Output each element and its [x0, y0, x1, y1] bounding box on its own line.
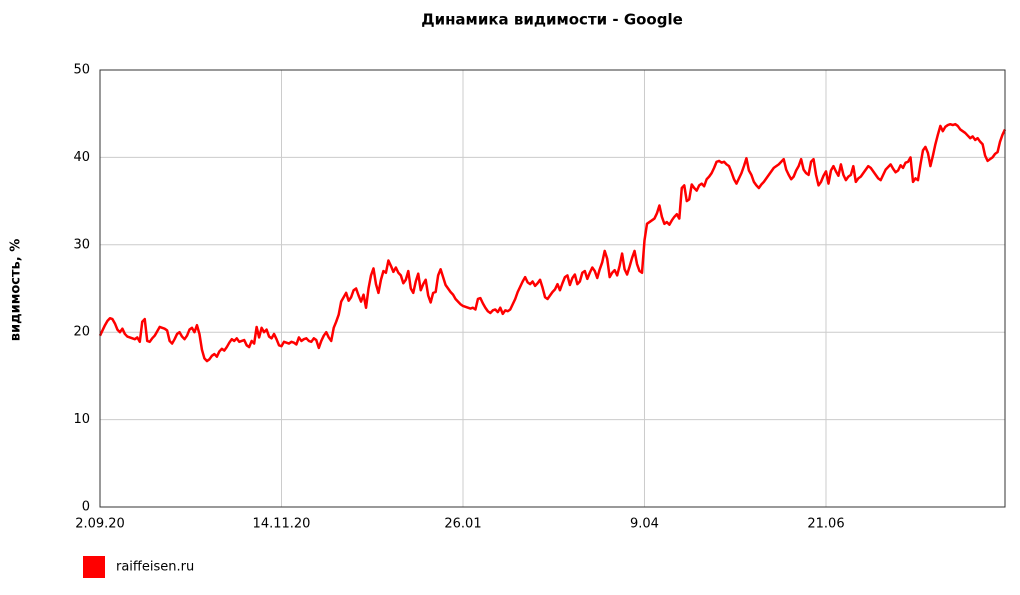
y-tick-label: 0 [82, 500, 90, 515]
x-tick-label: 2.09.20 [75, 517, 125, 532]
y-tick-label: 50 [73, 63, 90, 78]
x-tick-label: 26.01 [444, 517, 481, 532]
y-tick-label: 10 [73, 412, 90, 427]
x-tick-label: 9.04 [630, 517, 659, 532]
y-axis-label: видимость, % [9, 239, 24, 341]
legend-label: raiffeisen.ru [116, 560, 194, 575]
plot [98, 122, 1007, 363]
series-line [98, 122, 1007, 363]
grid [99, 69, 1005, 508]
y-tick-label: 40 [73, 150, 90, 165]
plot-border [99, 69, 1006, 508]
legend: raiffeisen.ru [83, 556, 194, 578]
chart-title: Динамика видимости - Google [421, 11, 683, 29]
legend-swatch [83, 556, 105, 578]
x-tick-label: 21.06 [807, 517, 844, 532]
y-tick-label: 20 [73, 325, 90, 340]
x-tick-label: 14.11.20 [253, 517, 311, 532]
y-tick-label: 30 [73, 237, 90, 252]
